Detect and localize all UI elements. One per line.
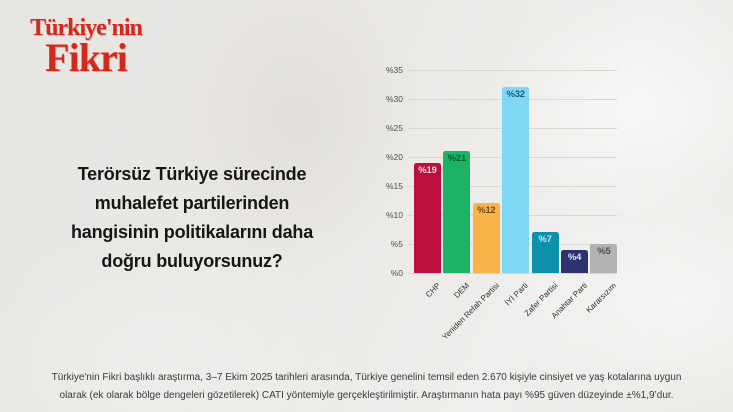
question-line: Terörsüz Türkiye sürecinde (77, 164, 307, 184)
x-axis-category-text: İYİ Parti (503, 281, 531, 308)
bar: %5 (590, 244, 618, 273)
bar-value-label: %5 (597, 246, 611, 257)
y-axis-tick-label: %25 (385, 123, 403, 133)
bar-value-label: %32 (506, 89, 525, 101)
bar-value-label: %19 (418, 164, 437, 176)
y-axis-tick-label: %35 (385, 65, 403, 75)
gridline (408, 70, 617, 71)
question-line: muhalefet partilerinden (94, 193, 290, 213)
question-line: hangisinin politikalarını daha (70, 222, 314, 242)
methodology-note: Türkiye'nin Fikri başlıklı araştırma, 3–… (0, 369, 733, 405)
bar-value-label: %21 (447, 153, 467, 165)
survey-question: Terörsüz Türkiye sürecinde muhalefet par… (18, 160, 366, 276)
bar-value-label: %12 (477, 205, 496, 217)
bar: %19 (414, 162, 441, 273)
y-axis-tick-label: %30 (385, 94, 403, 104)
x-axis-category-text: DEM (452, 281, 472, 300)
bar: %21 (443, 151, 471, 273)
x-axis-category-text: Yeniden Refah Partisi (440, 281, 501, 342)
x-axis-category-text: CHP (423, 281, 442, 300)
methodology-line: Türkiye'nin Fikri başlıklı araştırma, 3–… (51, 372, 682, 383)
bar-chart: %0 %5 %10 %15 %20 %25 %30 %35 %19 CHP %21 DEM %12 Yen… (386, 65, 618, 342)
bar-value-label: %4 (567, 251, 582, 263)
y-axis-tick-label: %0 (390, 268, 403, 278)
y-axis-tick-label: %10 (385, 210, 403, 220)
gridline (408, 273, 617, 274)
y-axis-tick-label: %20 (385, 152, 403, 162)
logo-line-1: Türkiye'nin (30, 15, 143, 41)
question-line: doğru buluyorsunuz? (101, 251, 283, 271)
methodology-line: olarak (ek olarak bölge dengeleri gözeti… (59, 390, 674, 401)
y-axis-tick-label: %15 (385, 181, 403, 191)
turkiyenin-fikri-logo: Türkiye'nin Fikri (25, 16, 147, 78)
bar: %4 (561, 249, 588, 273)
bar: %32 (502, 87, 530, 273)
bar-value-label: %7 (538, 234, 552, 246)
x-axis-category-text: Kararsızım (584, 281, 619, 315)
logo-line-2: Fikri (45, 35, 128, 80)
y-axis-tick-label: %5 (390, 239, 403, 249)
bar: %7 (531, 232, 559, 273)
bar: %12 (472, 203, 500, 273)
